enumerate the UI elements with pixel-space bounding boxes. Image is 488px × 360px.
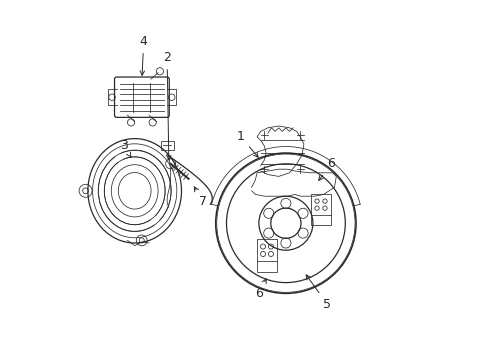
Text: 4: 4 [140,35,147,75]
Bar [310,194,330,225]
Text: 3: 3 [120,139,131,157]
Bar [160,141,173,150]
Bar [257,239,276,272]
Text: 2: 2 [163,51,171,160]
Text: 1: 1 [237,130,258,157]
Text: 6: 6 [254,279,265,300]
Text: 6: 6 [318,157,334,180]
Text: 7: 7 [194,187,207,208]
Text: 5: 5 [305,275,331,311]
